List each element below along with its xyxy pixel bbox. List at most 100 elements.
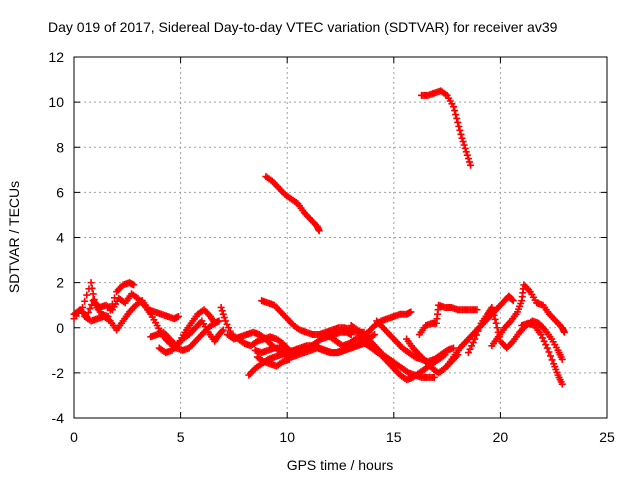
x-tick-label: 0 xyxy=(70,429,78,445)
data-point xyxy=(449,103,457,111)
data-point xyxy=(87,279,95,287)
data-point xyxy=(492,319,500,327)
data-point xyxy=(540,337,548,345)
series-arc-midday-b xyxy=(251,344,304,357)
data-point xyxy=(217,303,225,311)
data-point xyxy=(452,111,460,119)
data-point xyxy=(86,305,94,313)
data-point xyxy=(84,309,92,317)
data-point xyxy=(468,342,476,350)
data-point xyxy=(130,281,138,289)
data-point xyxy=(89,290,97,298)
series-arc-early-c xyxy=(81,297,182,334)
data-point xyxy=(467,161,475,169)
data-point xyxy=(456,126,464,134)
series-arc-midday-e xyxy=(262,173,323,235)
data-point xyxy=(459,138,467,146)
series-arc-early-b xyxy=(70,279,138,323)
data-point xyxy=(466,345,474,353)
x-tick-label: 5 xyxy=(177,429,185,445)
y-tick-label: 12 xyxy=(48,49,64,65)
y-tick-label: 6 xyxy=(56,184,64,200)
data-point xyxy=(560,328,568,336)
data-point xyxy=(221,317,229,325)
data-point xyxy=(464,349,472,357)
data-point xyxy=(488,303,496,311)
series-arc-morning-b xyxy=(155,306,219,357)
chart-title: Day 019 of 2017, Sidereal Day-to-day VTE… xyxy=(48,19,558,35)
y-tick-label: 4 xyxy=(56,230,64,246)
data-point xyxy=(79,303,87,311)
data-point xyxy=(455,122,463,130)
data-point xyxy=(453,114,461,122)
data-point xyxy=(220,314,228,322)
data-point xyxy=(508,296,516,304)
series-arc-afternoon-g xyxy=(418,87,475,169)
data-point xyxy=(457,130,465,138)
data-point xyxy=(545,348,553,356)
data-point xyxy=(90,296,98,304)
series-arc-evening-c xyxy=(488,281,568,350)
data-point xyxy=(509,297,517,305)
data-point xyxy=(106,306,114,314)
data-point xyxy=(474,327,482,335)
data-point xyxy=(83,291,91,299)
data-point xyxy=(108,300,116,308)
data-point xyxy=(465,158,473,166)
data-point xyxy=(493,324,501,332)
data-point xyxy=(219,310,227,318)
y-tick-label: 10 xyxy=(48,94,64,110)
data-point xyxy=(218,327,226,335)
data-point xyxy=(476,323,484,331)
x-axis-ticks: 0 5 10 15 20 25 xyxy=(70,57,615,445)
data-point xyxy=(463,151,471,159)
data-point xyxy=(462,148,470,156)
data-point xyxy=(490,311,498,319)
data-point xyxy=(489,307,497,315)
data-point xyxy=(371,331,379,339)
data-point xyxy=(558,380,566,388)
data-point xyxy=(458,134,466,142)
data-point xyxy=(296,346,304,354)
data-point xyxy=(542,341,550,349)
y-tick-label: 0 xyxy=(56,320,64,336)
data-points xyxy=(70,87,568,388)
series-arc-midday-c xyxy=(253,353,293,370)
data-point xyxy=(451,107,459,115)
series-arc-evening-d xyxy=(518,319,566,388)
data-point xyxy=(454,118,462,126)
data-point xyxy=(81,297,89,305)
data-point xyxy=(211,319,219,327)
data-point xyxy=(491,315,499,323)
x-axis-label: GPS time / hours xyxy=(287,457,394,473)
x-tick-label: 15 xyxy=(386,429,402,445)
series-arc-afternoon-b xyxy=(347,321,438,381)
data-point xyxy=(407,308,415,316)
grid xyxy=(74,57,607,418)
data-point xyxy=(464,155,472,163)
data-point xyxy=(558,355,566,363)
data-point xyxy=(471,335,479,343)
x-tick-label: 20 xyxy=(493,429,509,445)
data-point xyxy=(461,144,469,152)
x-tick-label: 10 xyxy=(279,429,295,445)
series-arc-afternoon-e xyxy=(403,335,462,377)
data-point xyxy=(547,352,555,360)
data-point xyxy=(460,141,468,149)
data-point xyxy=(473,306,481,314)
data-point xyxy=(223,320,231,328)
data-point xyxy=(219,326,227,334)
data-point xyxy=(543,344,551,352)
data-point xyxy=(111,294,119,302)
series-arc-afternoon-f xyxy=(415,301,481,339)
y-axis-label: SDTVAR / TECUs xyxy=(6,181,22,293)
y-tick-label: 2 xyxy=(56,275,64,291)
data-point xyxy=(430,373,438,381)
data-point xyxy=(548,356,556,364)
y-tick-label: -4 xyxy=(52,410,65,426)
y-tick-label: -2 xyxy=(52,365,65,381)
data-point xyxy=(449,344,457,352)
data-point xyxy=(315,227,323,235)
data-point xyxy=(174,312,182,320)
